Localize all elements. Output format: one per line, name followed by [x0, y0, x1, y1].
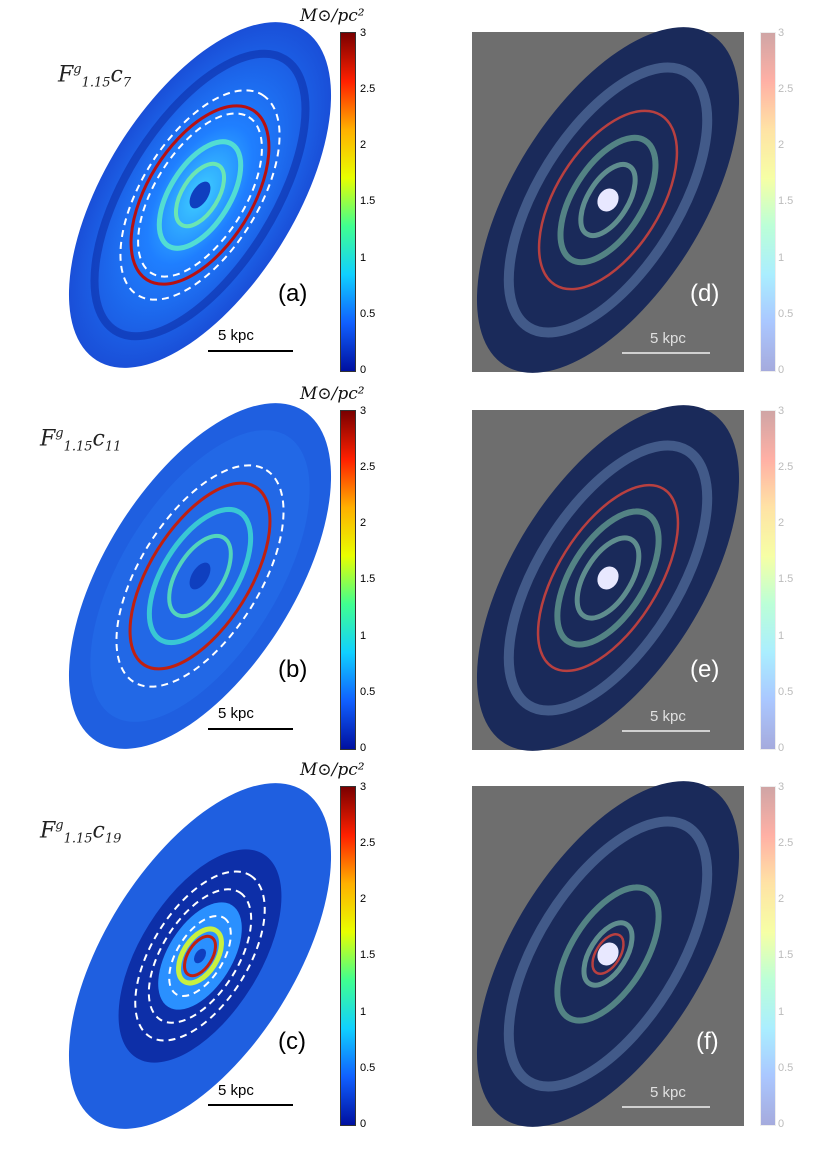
scale-bar-f — [622, 1106, 710, 1108]
scale-bar-c — [208, 1104, 293, 1106]
scale-label-f: 5 kpc — [650, 1084, 686, 1101]
colorbar-tick-d-0: 0 — [778, 364, 785, 376]
panel-letter-e: (e) — [690, 656, 720, 683]
colorbar-unit-c: M⊙/pc² — [300, 760, 365, 780]
colorbar-c — [340, 786, 356, 1126]
colorbar-unit-a: M⊙/pc² — [300, 6, 365, 26]
colorbar-d — [760, 32, 776, 372]
colorbar-tick-e-0.5: 0.5 — [778, 686, 794, 698]
colorbar-unit-b: M⊙/pc² — [300, 384, 365, 404]
panel-letter-c: (c) — [278, 1028, 306, 1055]
scale-label-c: 5 kpc — [218, 1082, 254, 1099]
colorbar-tick-d-2: 2 — [778, 139, 785, 151]
colorbar-f — [760, 786, 776, 1126]
colorbar-tick-a-2: 2 — [360, 139, 367, 151]
colorbar-tick-e-3: 3 — [778, 405, 785, 417]
colorbar-tick-e-1.5: 1.5 — [778, 573, 794, 585]
scale-bar-b — [208, 728, 293, 730]
colorbar-tick-e-2.5: 2.5 — [778, 461, 794, 473]
colorbar-tick-c-1.5: 1.5 — [360, 949, 376, 961]
colorbar-tick-d-1.5: 1.5 — [778, 195, 794, 207]
colorbar-tick-d-2.5: 2.5 — [778, 83, 794, 95]
colorbar-tick-f-1.5: 1.5 — [778, 949, 794, 961]
panel-e: (e) 5 kpc 3 2.5 2 1.5 1 0.5 0 — [420, 378, 830, 768]
colorbar-tick-f-3: 3 — [778, 781, 785, 793]
panel-letter-d: (d) — [690, 280, 720, 307]
colorbar-tick-c-0.5: 0.5 — [360, 1062, 376, 1074]
colorbar-tick-b-2.5: 2.5 — [360, 461, 376, 473]
galaxy-map-c — [68, 783, 332, 1129]
colorbar-tick-d-3: 3 — [778, 27, 785, 39]
colorbar-e — [760, 410, 776, 750]
colorbar-tick-b-3: 3 — [360, 405, 367, 417]
galaxy-map-a — [68, 22, 332, 368]
colorbar-tick-e-0: 0 — [778, 742, 785, 754]
model-label-c: Fg1.15c19 — [40, 818, 122, 847]
panel-f: (f) 5 kpc 3 2.5 2 1.5 1 0.5 0 — [420, 756, 830, 1146]
galaxy-overlay-e — [476, 405, 740, 751]
colorbar-tick-a-1.5: 1.5 — [360, 195, 376, 207]
colorbar-a — [340, 32, 356, 372]
colorbar-tick-c-2.5: 2.5 — [360, 837, 376, 849]
colorbar-tick-e-1: 1 — [778, 630, 785, 642]
panel-c: Fg1.15c19 (c) 5 kpc M⊙/pc² 3 2.5 2 1.5 1… — [0, 756, 420, 1146]
colorbar-tick-f-0.5: 0.5 — [778, 1062, 794, 1074]
scale-bar-e — [622, 730, 710, 732]
colorbar-tick-a-3: 3 — [360, 27, 367, 39]
scale-bar-a — [208, 350, 293, 352]
colorbar-tick-c-3: 3 — [360, 781, 367, 793]
panel-a: Fg1.15c7 (a) 5 kpc M⊙/pc² 3 2.5 2 1.5 1 … — [0, 0, 420, 390]
panel-letter-a: (a) — [278, 280, 308, 307]
colorbar-tick-f-1: 1 — [778, 1006, 785, 1018]
colorbar-tick-d-1: 1 — [778, 252, 785, 264]
colorbar-tick-b-2: 2 — [360, 517, 367, 529]
colorbar-tick-c-0: 0 — [360, 1118, 367, 1130]
colorbar-tick-a-1: 1 — [360, 252, 367, 264]
galaxy-overlay-f — [476, 781, 740, 1127]
galaxy-overlay-d — [476, 27, 740, 373]
colorbar-b — [340, 410, 356, 750]
colorbar-tick-d-0.5: 0.5 — [778, 308, 794, 320]
scale-label-b: 5 kpc — [218, 705, 254, 722]
colorbar-tick-c-2: 2 — [360, 893, 367, 905]
model-label-b: Fg1.15c11 — [40, 426, 122, 455]
scale-label-e: 5 kpc — [650, 708, 686, 725]
colorbar-tick-b-1.5: 1.5 — [360, 573, 376, 585]
panel-d: (d) 5 kpc 3 2.5 2 1.5 1 0.5 0 — [420, 0, 830, 390]
colorbar-tick-c-1: 1 — [360, 1006, 367, 1018]
colorbar-tick-b-1: 1 — [360, 630, 367, 642]
colorbar-tick-a-2.5: 2.5 — [360, 83, 376, 95]
panel-letter-f: (f) — [696, 1028, 719, 1055]
colorbar-tick-f-2: 2 — [778, 893, 785, 905]
scale-bar-d — [622, 352, 710, 354]
colorbar-tick-b-0: 0 — [360, 742, 367, 754]
galaxy-map-b — [68, 403, 332, 749]
colorbar-tick-b-0.5: 0.5 — [360, 686, 376, 698]
colorbar-tick-a-0.5: 0.5 — [360, 308, 376, 320]
panel-letter-b: (b) — [278, 656, 308, 683]
scale-label-d: 5 kpc — [650, 330, 686, 347]
colorbar-tick-f-0: 0 — [778, 1118, 785, 1130]
scale-label-a: 5 kpc — [218, 327, 254, 344]
colorbar-tick-e-2: 2 — [778, 517, 785, 529]
colorbar-tick-a-0: 0 — [360, 364, 367, 376]
colorbar-tick-f-2.5: 2.5 — [778, 837, 794, 849]
panel-b: Fg1.15c11 (b) 5 kpc M⊙/pc² 3 2.5 2 1.5 1… — [0, 378, 420, 768]
model-label-a: Fg1.15c7 — [58, 62, 132, 91]
